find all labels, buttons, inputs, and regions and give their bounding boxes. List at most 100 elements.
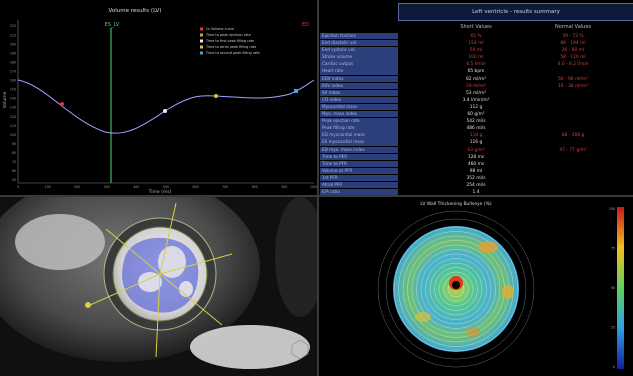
y-tick-label: 80	[12, 151, 16, 155]
table-row: 1st PFR 352 ml/s	[318, 174, 633, 182]
legend-entry[interactable]: LV Volume curve	[206, 27, 234, 31]
table-row: Myocardial mass 112 g	[318, 103, 633, 111]
color-scale-ticks: 100 75 50 25 0	[609, 207, 615, 369]
y-tick-label: 100	[10, 133, 16, 137]
row-label: EDV index	[320, 75, 398, 82]
row-label: Volume at PFR	[320, 167, 398, 175]
x-tick-label: 100	[45, 185, 51, 189]
rv-insertion-point[interactable]	[85, 302, 91, 308]
row-label: CO index	[320, 96, 398, 104]
x-tick-label: 800	[252, 185, 258, 189]
short-value: 154 ml	[468, 41, 484, 47]
legend-swatch	[200, 45, 203, 49]
short-value: 65 %	[470, 34, 482, 39]
x-tick-label: 900	[281, 185, 287, 189]
short-value: 63 g/m²	[467, 147, 485, 153]
mri-short-axis-view[interactable]	[0, 197, 318, 376]
short-value: 542 ml/s	[466, 119, 486, 125]
short-value: 60 g/m²	[467, 112, 485, 118]
x-tick-label: 400	[133, 185, 139, 189]
second-peak-filling-marker[interactable]	[294, 89, 298, 93]
table-row: Peak filling rate 486 ml/s	[318, 125, 633, 132]
row-label: Stroke volume	[320, 54, 398, 61]
y-tick-label: 150	[10, 88, 16, 92]
x-axis-label: Time (ms)	[148, 189, 172, 195]
peak-ejection-marker[interactable]	[60, 102, 64, 106]
row-label: Myo. mass index	[320, 111, 398, 118]
y-tick-label: 180	[10, 60, 16, 64]
short-value: 1.4	[472, 190, 480, 196]
short-value: 3.4 l/min/m²	[462, 97, 490, 103]
x-tick-label: 0	[17, 185, 19, 189]
row-label: Myocardial mass	[320, 103, 398, 111]
short-value: 352 ml/s	[466, 175, 486, 181]
x-tick-labels: 0 100 200 300 400 500 600 700 800 900 1000	[17, 185, 318, 189]
results-summary-panel: Left ventricle - results summary Short V…	[318, 0, 633, 196]
y-tick-label: 200	[10, 42, 16, 46]
normal-value: 4.0 - 8.2 l/min	[557, 62, 589, 68]
short-value: 112 g	[469, 104, 483, 110]
x-tick-label: 600	[193, 185, 199, 189]
y-tick-label: 90	[12, 142, 16, 146]
volume-curve	[17, 79, 315, 134]
atrial-peak-filling-marker[interactable]	[214, 94, 218, 98]
y-tick-label: 160	[10, 79, 16, 83]
table-row: ED myocardial mass 118 g 88 - 168 g	[318, 132, 633, 139]
legend-entry[interactable]: Time to atrial peak filling rate	[205, 45, 256, 49]
short-value: 54 ml	[469, 48, 483, 54]
short-value: 82 ml/m²	[466, 76, 486, 82]
short-value: 486 ml/s	[466, 126, 486, 132]
table-row: SV index 53 ml/m²	[318, 89, 633, 97]
y-tick-label: 140	[10, 97, 16, 101]
volume-chart-title: Volume results (LV)	[109, 8, 162, 14]
normal-value: 26 - 80 ml	[561, 48, 585, 54]
short-value: 118 g	[469, 133, 483, 139]
short-value: 29 ml/m²	[466, 83, 486, 89]
legend-entry[interactable]: Time to second peak filling rate	[205, 51, 260, 55]
table-row: Volume at PFR 98 ml	[318, 167, 633, 175]
table-row: Time to PER 128 ms	[318, 153, 633, 161]
scale-tick-label: 25	[611, 326, 615, 330]
volume-chart: Volume results (LV) 50 60 70 80 90 100 110 120 1…	[0, 0, 318, 196]
scale-tick-label: 100	[609, 207, 615, 211]
y-tick-label: 70	[12, 160, 16, 164]
normal-value: 47 - 77 g/m²	[559, 147, 587, 153]
results-table: Ejection fraction 65 % 59 - 73 % End diasto…	[318, 33, 633, 196]
y-tick-labels: 50 60 70 80 90 100 110 120 130 140 150 160 170 180 190…	[10, 24, 16, 182]
normal-value: 88 - 168 g	[561, 133, 585, 139]
y-tick-label: 120	[10, 115, 16, 119]
table-row: ESV index 29 ml/m² 16 - 38 ml/m²	[318, 82, 633, 90]
y-tick-label: 220	[10, 24, 16, 28]
column-header-normal: Normal Values	[554, 24, 591, 30]
table-row: CO index 3.4 l/min/m²	[318, 96, 633, 104]
row-label: End diastolic vol.	[320, 40, 398, 47]
row-label: ESV index	[320, 82, 398, 90]
x-tick-label: 500	[163, 185, 169, 189]
legend-entry[interactable]: Time to peak ejection rate	[205, 33, 251, 37]
row-label: 1st PFR	[320, 174, 398, 182]
legend-entry[interactable]: Time to first peak filling rate	[205, 39, 254, 43]
y-tick-label: 50	[12, 178, 16, 182]
horizontal-splitter[interactable]	[0, 195, 633, 197]
first-peak-filling-marker[interactable]	[163, 109, 167, 113]
table-row: End systolic vol. 54 ml 26 - 80 ml	[318, 47, 633, 54]
row-label: End systolic vol.	[320, 47, 398, 54]
legend-swatch	[200, 27, 203, 31]
ed-marker-label: ED	[302, 22, 309, 28]
short-value: 254 ml/s	[466, 182, 486, 188]
short-value: 65 bpm	[467, 69, 485, 75]
short-value: 6.5 l/min	[466, 62, 486, 68]
table-row: E/A ratio 1.4	[318, 189, 633, 196]
short-value: 53 ml/m²	[466, 90, 486, 96]
row-label: ED myo. mass index	[320, 146, 398, 153]
short-value: 128 ms	[467, 154, 485, 160]
row-label: Cardiac output	[320, 61, 398, 68]
volume-results-panel: Volume results (LV) 50 60 70 80 90 100 110 120 1…	[0, 0, 318, 196]
vertical-splitter[interactable]	[317, 0, 319, 376]
table-row: End diastolic vol. 154 ml 88 - 194 ml	[318, 40, 633, 47]
orientation-icon[interactable]	[291, 339, 309, 360]
y-tick-label: 60	[12, 169, 16, 173]
x-tick-label: 700	[222, 185, 228, 189]
y-tick-label: 170	[10, 69, 16, 73]
segment-spokes[interactable]	[89, 202, 233, 358]
